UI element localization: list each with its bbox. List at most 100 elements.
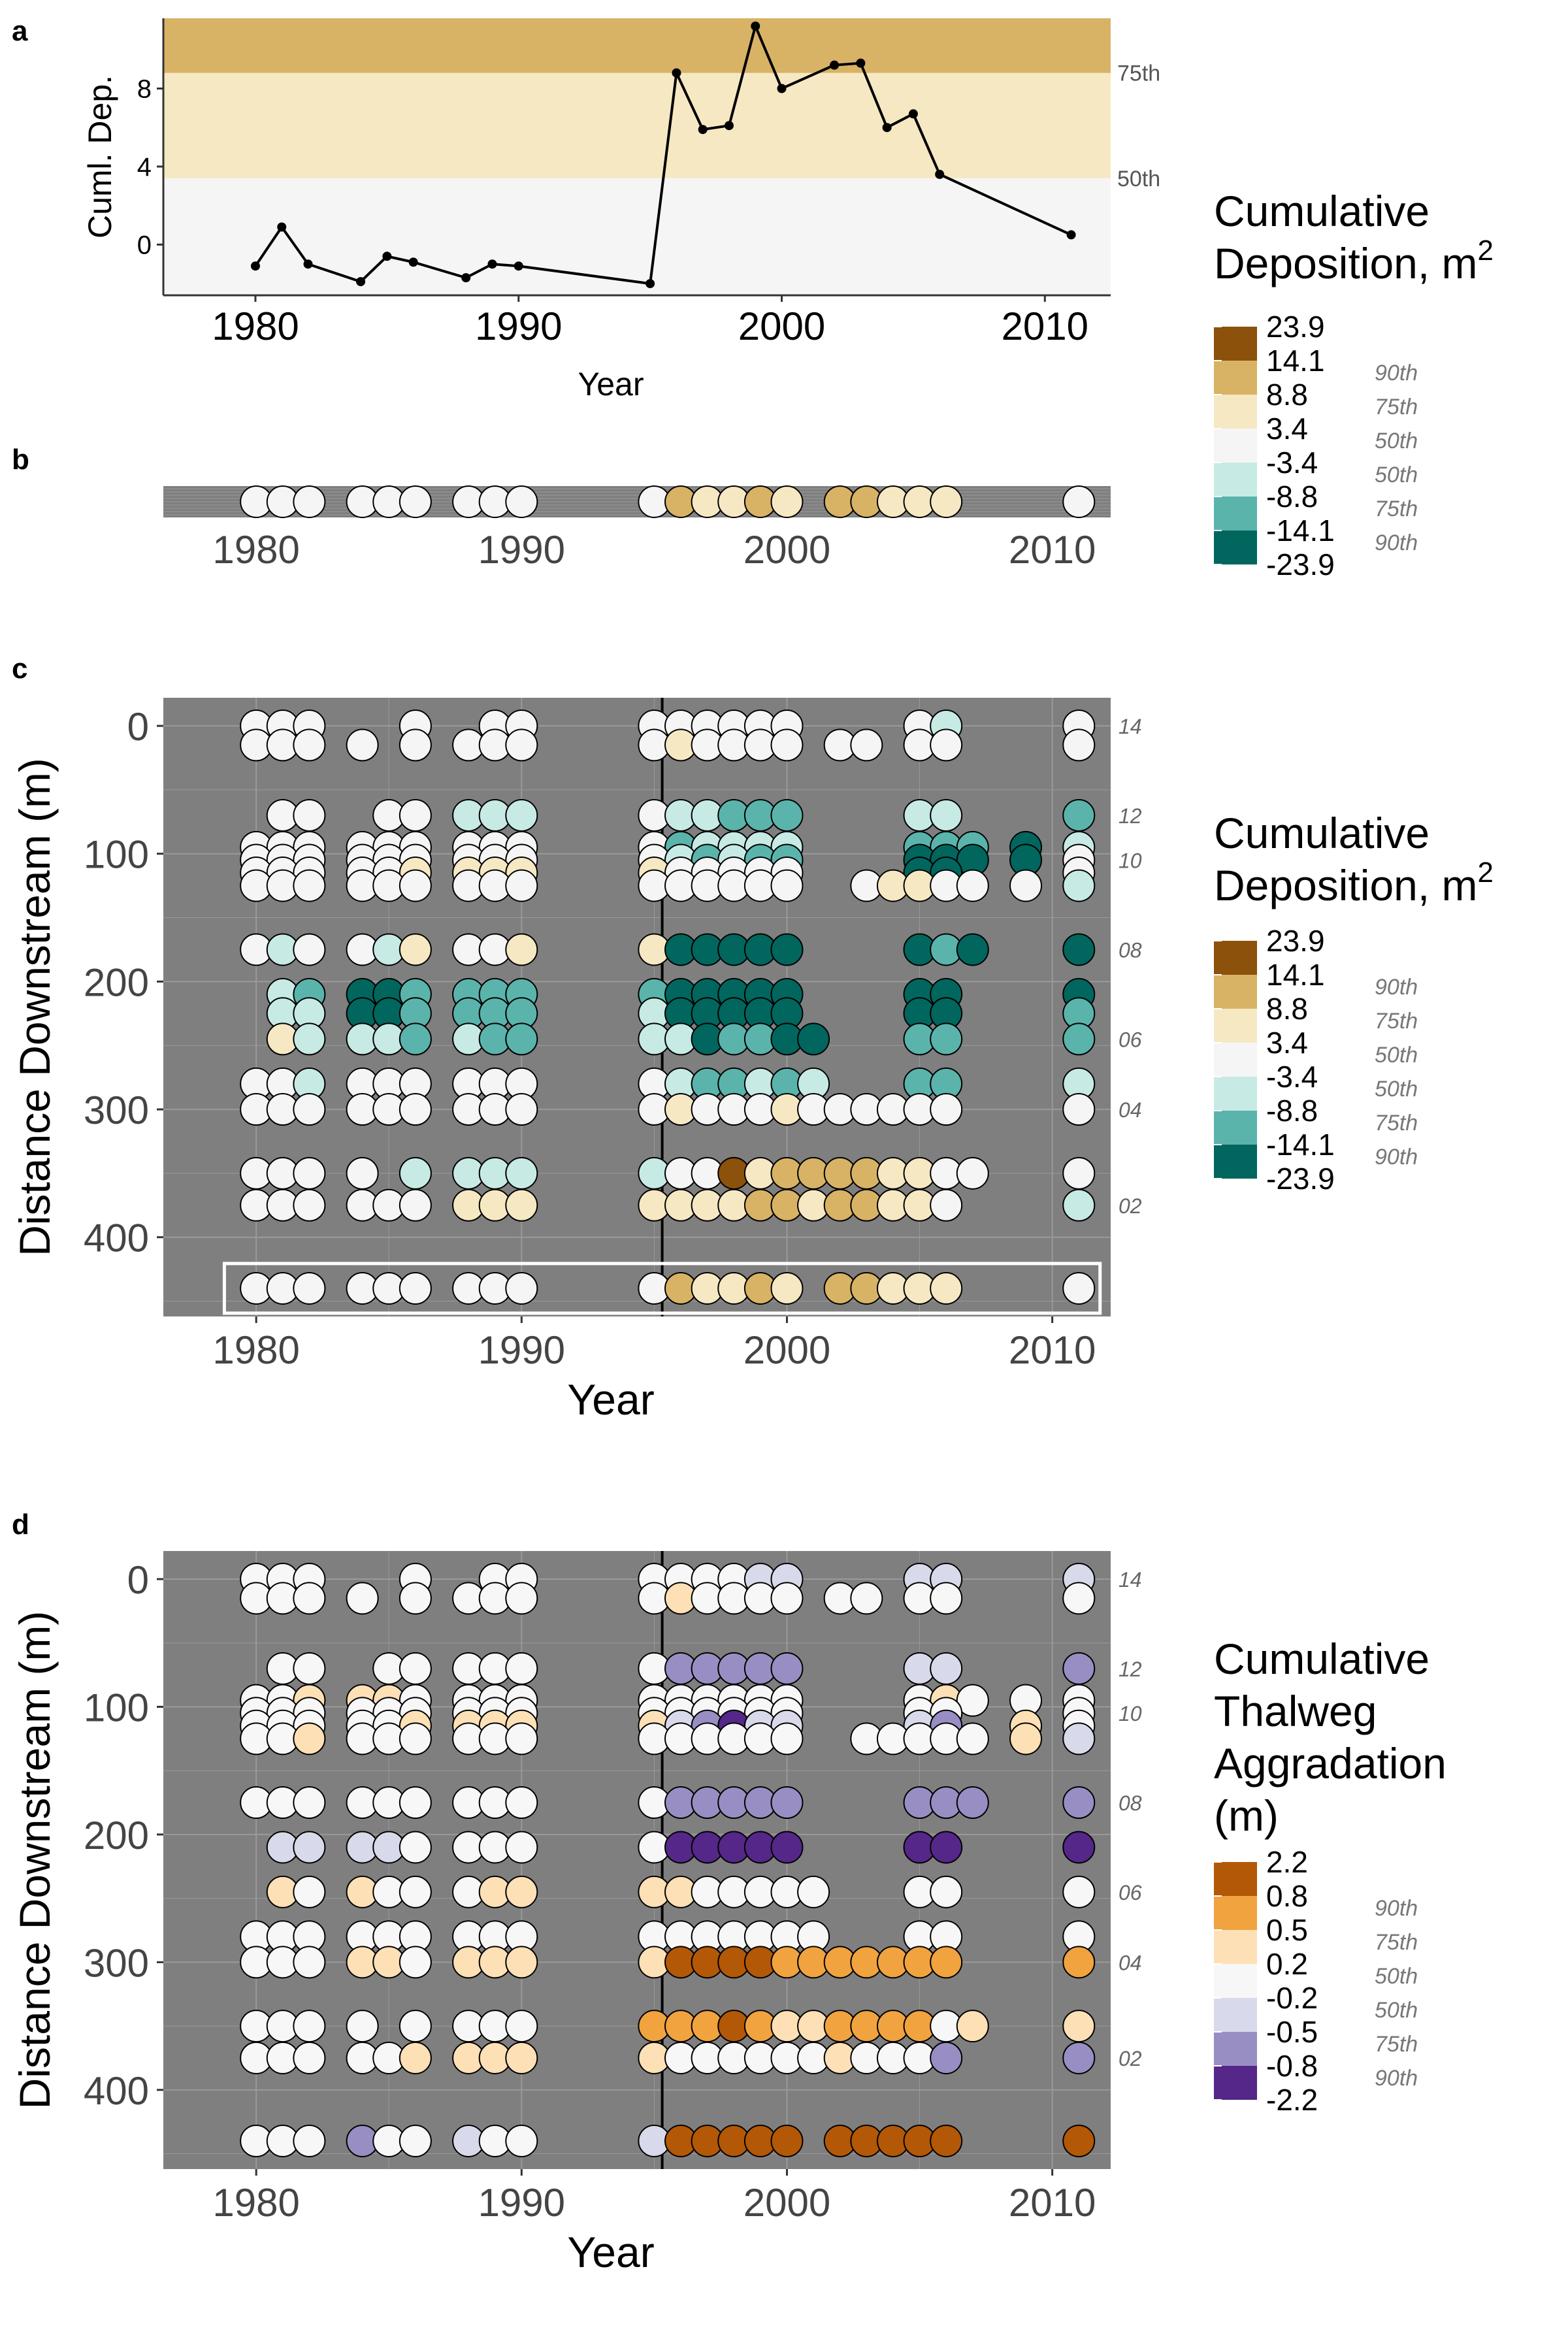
grid-point [1062,2041,1096,2074]
x-tick-label: 1990 [478,528,565,572]
legend-break-label: -8.8 [1266,1094,1318,1128]
grid-point [1062,1093,1096,1126]
legend-title-line: Deposition, m2 [1214,235,1494,287]
legend-title-line: Cumulative [1214,187,1429,235]
grid-point [770,1652,804,1685]
grid-point [399,1831,432,1864]
panel-label-a: a [12,15,28,47]
legend-break-label: 3.4 [1266,1026,1308,1060]
y-tick-label: 200 [84,1814,149,1857]
band-0 [163,178,1111,295]
legend-percentile: 90th [1375,2066,1418,2091]
legend-key [1214,1930,1257,1964]
legend-key [1214,1009,1257,1043]
site-label: 08 [1119,1791,1142,1815]
x-tick-label: 2000 [738,304,825,348]
legend-title-line: Aggradation [1214,1739,1446,1788]
grid-point [293,1946,326,1979]
y-tick-label: 400 [84,2069,149,2113]
grid-point [505,1156,538,1190]
grid-point [1062,1582,1096,1615]
grid-point [399,1786,432,1820]
legend-percentile: 75th [1375,497,1418,521]
legend-key [1214,463,1257,497]
grid-point [346,1582,379,1615]
grid-point [346,728,379,762]
data-point [751,21,760,31]
x-tick-label: 2000 [743,1328,830,1372]
grid-point [930,1022,963,1056]
grid-point [293,728,326,762]
data-point [382,252,392,261]
legend-key [1214,975,1257,1009]
grid-point [505,1875,538,1908]
grid-point [1062,1271,1096,1305]
site-label: 12 [1119,1658,1142,1681]
legend-title-line: Thalweg [1214,1687,1377,1735]
y-tick-label: 200 [84,960,149,1004]
data-point [408,257,418,267]
site-label: 14 [1119,1568,1142,1592]
grid-point [293,2010,326,2043]
site-label: 02 [1119,2047,1142,2070]
grid-point [770,799,804,832]
x-tick-label: 1990 [478,2181,565,2225]
legend-break-label: -2.2 [1266,2083,1318,2117]
legend-break-label: 14.1 [1266,344,1325,378]
legend-break-label: -14.1 [1266,514,1335,547]
legend-percentile: 50th [1375,1077,1418,1102]
panel-b-reach-strip: 1980 1990 2000 2010 [163,485,1111,572]
data-point [724,121,734,131]
grid-point [293,933,326,966]
legend-key [1214,497,1257,531]
grid-point [505,799,538,832]
legend-key [1214,1862,1257,1896]
legend-break-label: 0.2 [1266,1947,1308,1981]
grid-point [505,2041,538,2074]
grid-point [293,2125,326,2157]
data-point [250,261,260,271]
legend-break-label: -8.8 [1266,480,1318,514]
band-label: 75th [1117,61,1160,86]
grid-point [770,933,804,966]
grid-point [770,1271,804,1305]
grid-point [770,1722,804,1756]
site-label: 14 [1119,715,1142,738]
grid-point [505,728,538,762]
grid-point [399,2041,432,2074]
data-point [935,169,945,179]
legend-title-line: Cumulative [1214,1635,1429,1683]
grid-point [850,1582,883,1615]
grid-point [399,1722,432,1756]
grid-point [930,1093,963,1126]
grid-point [1009,869,1043,902]
site-label: 04 [1119,1098,1142,1122]
grid-point [930,2041,963,2074]
legend-break-label: 8.8 [1266,992,1308,1026]
grid-point [293,1722,326,1756]
data-point [856,58,866,68]
grid-point [399,2010,432,2043]
panel-c-deposition-grid: 0 100 200 300 400 1980 1990 2000 2010 Year Distanc… [10,698,1142,1424]
legend-break-label: -23.9 [1266,1162,1335,1196]
grid-point [399,1271,432,1305]
x-tick-label: 2010 [1009,1328,1096,1372]
grid-point [293,2041,326,2074]
grid-point [399,1875,432,1908]
grid-point [770,869,804,902]
legend-break-label: 0.5 [1266,1913,1308,1947]
y-tick-label: 0 [137,231,152,259]
legend-break-label: -14.1 [1266,1128,1335,1162]
grid-point [956,933,989,966]
legend-break-label: 2.2 [1266,1845,1308,1879]
grid-point [956,1684,989,1717]
grid-point [1062,1156,1096,1190]
strip-point [505,485,538,518]
legend-percentile: 90th [1375,531,1418,555]
grid-point [956,2010,989,2043]
legend-break-label: 3.4 [1266,412,1308,446]
grid-point [293,1093,326,1126]
panel-d-aggradation-grid: 0 100 200 300 400 1980 1990 2000 2010 Year Distanc… [10,1551,1142,2276]
